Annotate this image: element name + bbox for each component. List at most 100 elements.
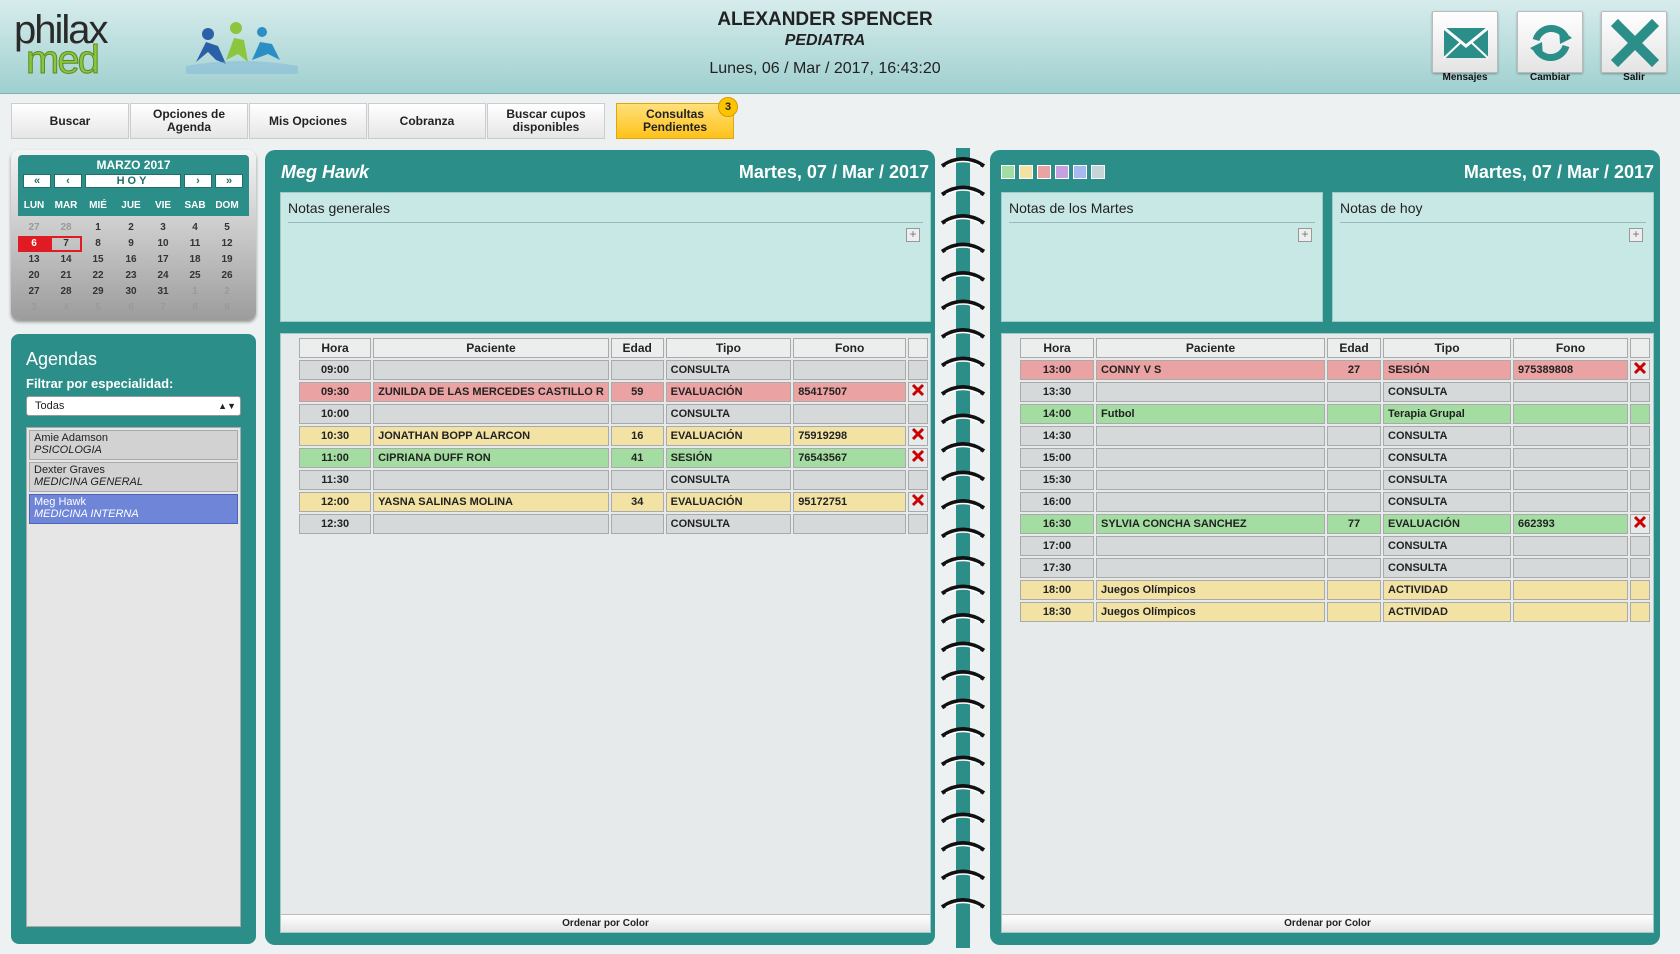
calendar-day[interactable]: 22	[92, 270, 104, 281]
color-swatch[interactable]	[1073, 165, 1087, 179]
calendar-day[interactable]: 11	[189, 238, 201, 249]
calendar-day[interactable]: 2	[224, 286, 230, 297]
schedule-row[interactable]: 14:00 Futbol Terapia Grupal	[1020, 404, 1650, 424]
color-swatch[interactable]	[1091, 165, 1105, 179]
schedule-row[interactable]: 12:30 CONSULTA	[299, 514, 928, 534]
calendar-day[interactable]: 6	[128, 302, 134, 313]
schedule-row[interactable]: 18:00 Juegos Olímpicos ACTIVIDAD	[1020, 580, 1650, 600]
calendar-day[interactable]: 26	[221, 270, 233, 281]
color-swatch[interactable]	[1019, 165, 1033, 179]
calendar-day[interactable]: 1	[192, 286, 198, 297]
calendar-day[interactable]: 27	[28, 286, 40, 297]
add-note-icon[interactable]: +	[1298, 228, 1312, 242]
calendar-day[interactable]: 9	[224, 302, 230, 313]
calendar-day[interactable]: 2	[128, 222, 134, 233]
schedule-row[interactable]: 15:00 CONSULTA	[1020, 448, 1650, 468]
schedule-row[interactable]: 11:30 CONSULTA	[299, 470, 928, 490]
next-month-button[interactable]: ›	[184, 174, 212, 188]
schedule-row[interactable]: 18:30 Juegos Olímpicos ACTIVIDAD	[1020, 602, 1650, 622]
calendar-day[interactable]: 10	[157, 238, 169, 249]
calendar-day[interactable]: 28	[60, 286, 72, 297]
schedule-row[interactable]: 13:00 CONNY V S 27 SESIÓN 975389808	[1020, 360, 1650, 380]
calendar-day[interactable]: 3	[160, 222, 166, 233]
calendar-day[interactable]: 3	[31, 302, 37, 313]
calendar-day[interactable]: 18	[189, 254, 201, 265]
delete-appointment-icon[interactable]	[908, 426, 928, 446]
calendar-day[interactable]: 15	[92, 254, 104, 265]
sort-by-color-button[interactable]: Ordenar por Color	[1002, 914, 1653, 932]
today-notes[interactable]: Notas de hoy +	[1332, 192, 1654, 322]
menu-search-slots[interactable]: Buscar cupos disponibles	[487, 103, 605, 139]
calendar-day[interactable]: 14	[60, 254, 72, 265]
schedule-row[interactable]: 10:30 JONATHAN BOPP ALARCON 16 EVALUACIÓN 75…	[299, 426, 928, 446]
delete-appointment-icon[interactable]	[908, 448, 928, 468]
menu-pending-consultations[interactable]: Consultas Pendientes	[616, 103, 734, 139]
next-year-button[interactable]: »	[215, 174, 243, 188]
schedule-row[interactable]: 16:00 CONSULTA	[1020, 492, 1650, 512]
schedule-row[interactable]: 14:30 CONSULTA	[1020, 426, 1650, 446]
calendar-day[interactable]: 7	[160, 302, 166, 313]
delete-appointment-icon[interactable]	[1630, 514, 1650, 534]
calendar-day[interactable]: 1	[95, 222, 101, 233]
calendar-day[interactable]: 9	[128, 238, 134, 249]
general-notes[interactable]: Notas generales +	[280, 192, 931, 322]
delete-appointment-icon[interactable]	[908, 382, 928, 402]
add-note-icon[interactable]: +	[1629, 228, 1643, 242]
calendar-day[interactable]: 23	[125, 270, 137, 281]
calendar-day[interactable]: 20	[28, 270, 40, 281]
menu-search[interactable]: Buscar	[11, 103, 129, 139]
prev-year-button[interactable]: «	[23, 174, 51, 188]
schedule-row[interactable]: 10:00 CONSULTA	[299, 404, 928, 424]
calendar-day[interactable]: 6	[18, 236, 50, 252]
change-button[interactable]	[1517, 11, 1583, 73]
menu-agenda-options[interactable]: Opciones de Agenda	[130, 103, 248, 139]
calendar-day[interactable]: 13	[28, 254, 40, 265]
calendar-day[interactable]: 5	[224, 222, 230, 233]
schedule-row[interactable]: 15:30 CONSULTA	[1020, 470, 1650, 490]
schedule-row[interactable]: 17:00 CONSULTA	[1020, 536, 1650, 556]
calendar-day[interactable]: 29	[92, 286, 104, 297]
specialty-filter-select[interactable]: Todas ▲▼	[26, 396, 241, 416]
calendar-day[interactable]: 21	[60, 270, 72, 281]
calendar-day[interactable]: 27	[28, 222, 40, 233]
weekday-notes[interactable]: Notas de los Martes +	[1001, 192, 1323, 322]
calendar-day[interactable]: 17	[157, 254, 169, 265]
menu-billing[interactable]: Cobranza	[368, 103, 486, 139]
agenda-item-selected[interactable]: Meg Hawk MEDICINA INTERNA	[29, 494, 238, 524]
delete-appointment-icon[interactable]	[1630, 360, 1650, 380]
messages-button[interactable]	[1432, 11, 1498, 73]
calendar-day[interactable]: 30	[125, 286, 137, 297]
calendar-day[interactable]: 12	[221, 238, 233, 249]
calendar-day[interactable]: 4	[63, 302, 69, 313]
color-swatch[interactable]	[1037, 165, 1051, 179]
agenda-item[interactable]: Amie Adamson PSICOLOGIA	[29, 430, 238, 460]
calendar-day[interactable]: 25	[189, 270, 201, 281]
schedule-row[interactable]: 13:30 CONSULTA	[1020, 382, 1650, 402]
exit-button[interactable]	[1601, 11, 1667, 73]
schedule-row[interactable]: 11:00 CIPRIANA DUFF RON 41 SESIÓN 76543567	[299, 448, 928, 468]
calendar-day[interactable]: 24	[157, 270, 169, 281]
calendar-day[interactable]: 28	[60, 222, 72, 233]
schedule-row[interactable]: 16:30 SYLVIA CONCHA SANCHEZ 77 EVALUACIÓN 66…	[1020, 514, 1650, 534]
calendar-day[interactable]: 7	[50, 236, 82, 252]
calendar-day[interactable]: 8	[192, 302, 198, 313]
calendar-day[interactable]: 19	[221, 254, 233, 265]
calendar-day[interactable]: 31	[157, 286, 169, 297]
schedule-row[interactable]: 09:00 CONSULTA	[299, 360, 928, 380]
schedule-row[interactable]: 17:30 CONSULTA	[1020, 558, 1650, 578]
color-swatch[interactable]	[1001, 165, 1015, 179]
today-button[interactable]: HOY	[85, 174, 181, 188]
calendar-day[interactable]: 8	[95, 238, 101, 249]
schedule-row[interactable]: 12:00 YASNA SALINAS MOLINA 34 EVALUACIÓN 951…	[299, 492, 928, 512]
calendar-day[interactable]: 4	[192, 222, 198, 233]
calendar-day[interactable]: 5	[95, 302, 101, 313]
add-note-icon[interactable]: +	[906, 228, 920, 242]
menu-my-options[interactable]: Mis Opciones	[249, 103, 367, 139]
prev-month-button[interactable]: ‹	[54, 174, 82, 188]
agenda-item[interactable]: Dexter Graves MEDICINA GENERAL	[29, 462, 238, 492]
calendar-day[interactable]: 16	[125, 254, 137, 265]
sort-by-color-button[interactable]: Ordenar por Color	[281, 914, 930, 932]
delete-appointment-icon[interactable]	[908, 492, 928, 512]
color-swatch[interactable]	[1055, 165, 1069, 179]
